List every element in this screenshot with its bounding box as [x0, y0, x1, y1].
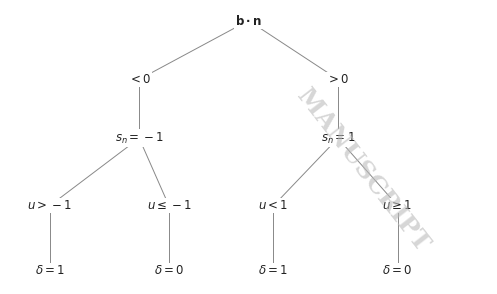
Text: $\delta = 0$: $\delta = 0$ [383, 264, 413, 277]
Text: $s_n = -1$: $s_n = -1$ [115, 131, 164, 146]
Text: $\delta = 1$: $\delta = 1$ [258, 264, 288, 277]
Text: $u > -1$: $u > -1$ [27, 199, 72, 212]
Text: MANUSCRIPT: MANUSCRIPT [292, 85, 433, 256]
Text: $\delta = 1$: $\delta = 1$ [35, 264, 65, 277]
Text: $u < 1$: $u < 1$ [258, 199, 288, 212]
Text: $u \leq -1$: $u \leq -1$ [147, 199, 191, 212]
Text: $\mathbf{b \cdot n}$: $\mathbf{b \cdot n}$ [235, 14, 262, 28]
Text: $s_n = 1$: $s_n = 1$ [321, 131, 355, 146]
Text: $\delta = 0$: $\delta = 0$ [154, 264, 184, 277]
Text: $< 0$: $< 0$ [128, 73, 151, 86]
Text: $u \geq 1$: $u \geq 1$ [383, 199, 413, 212]
Text: $> 0$: $> 0$ [327, 73, 349, 86]
